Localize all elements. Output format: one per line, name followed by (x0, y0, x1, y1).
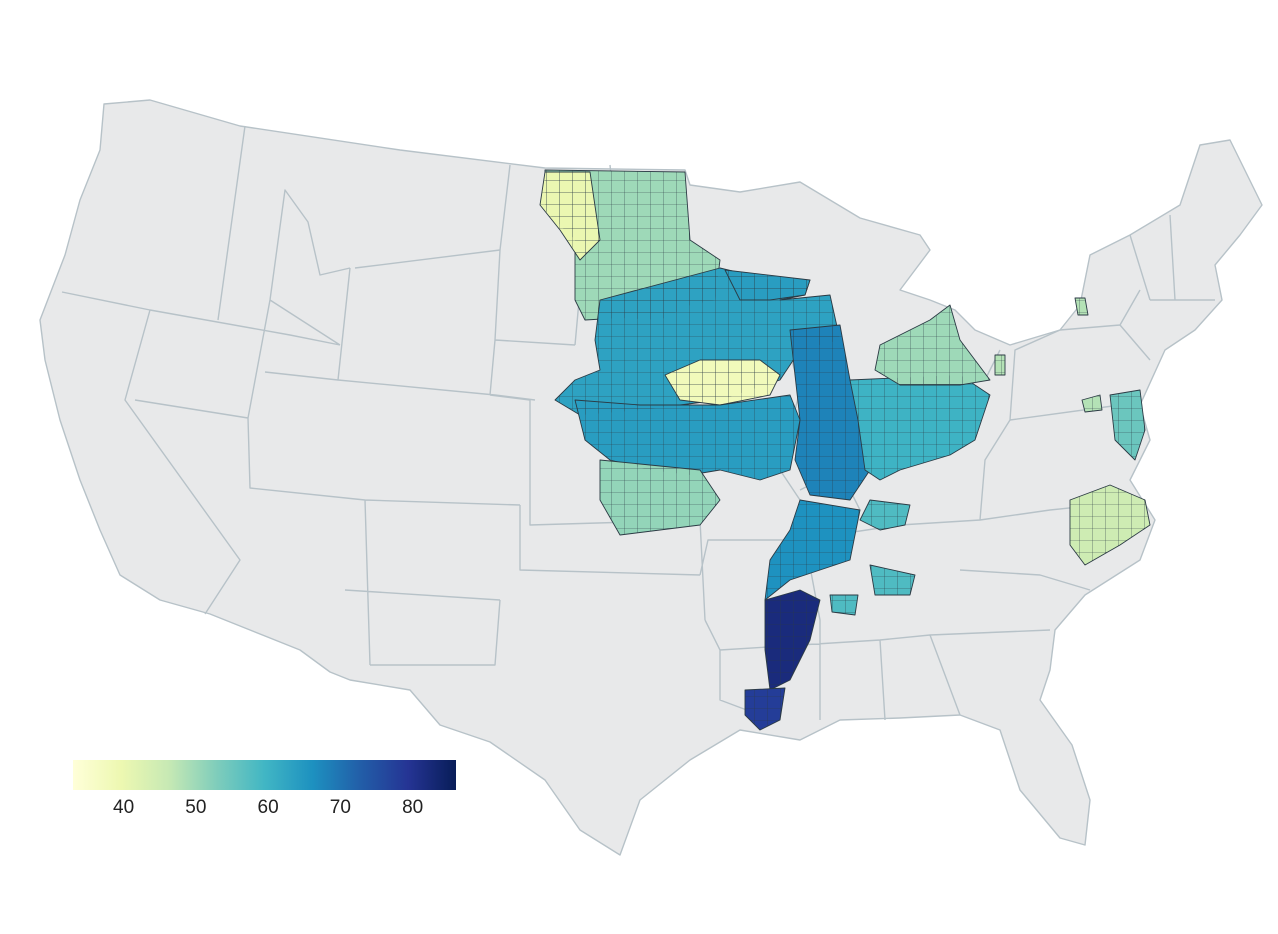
county-mesh-delta-south (765, 590, 820, 690)
colorbar-tick-label: 80 (402, 797, 424, 818)
county-mesh-kansas-south (600, 460, 720, 535)
colorbar-tick-label: 60 (257, 797, 279, 818)
county-mesh-kansas-missouri (575, 395, 800, 480)
colorbar-tick-label: 40 (113, 797, 135, 818)
county-mesh-north-dakota-nw (540, 172, 600, 260)
county-mesh-kentucky-tennessee (830, 500, 915, 615)
county-mesh-delmarva (1110, 390, 1145, 460)
county-mesh-central-band (665, 360, 780, 405)
county-mesh-louisiana (745, 688, 785, 730)
colorbar-tick-label: 50 (185, 797, 207, 818)
county-mesh-delta-north (765, 500, 860, 600)
colorbar-gradient (73, 760, 456, 790)
county-mesh-wisconsin (725, 270, 810, 300)
county-mesh-ohio-north (875, 305, 990, 385)
color-legend: 40 50 60 70 80 (73, 760, 456, 830)
county-mesh-north-carolina (1070, 485, 1150, 565)
colorbar-tick-label: 70 (329, 797, 351, 818)
county-mesh-pennsylvania-east (995, 298, 1102, 412)
county-mesh-illinois (790, 325, 870, 500)
county-mesh-indiana-ohio (850, 375, 990, 480)
county-layer (540, 170, 1150, 730)
